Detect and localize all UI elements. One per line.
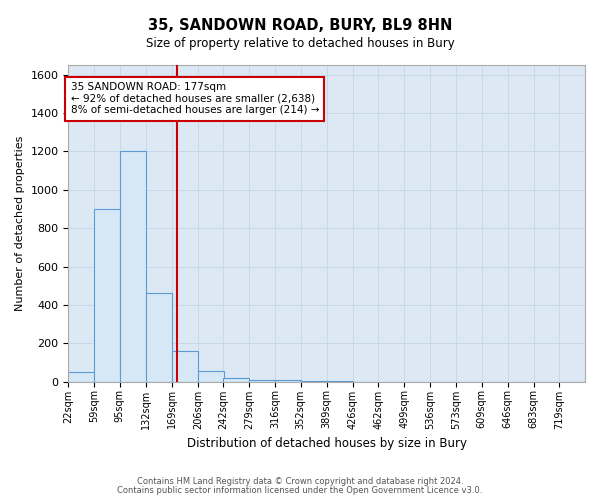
Text: 35 SANDOWN ROAD: 177sqm
← 92% of detached houses are smaller (2,638)
8% of semi-: 35 SANDOWN ROAD: 177sqm ← 92% of detache… xyxy=(71,82,319,116)
Text: Contains HM Land Registry data © Crown copyright and database right 2024.: Contains HM Land Registry data © Crown c… xyxy=(137,477,463,486)
Text: Size of property relative to detached houses in Bury: Size of property relative to detached ho… xyxy=(146,38,454,51)
Y-axis label: Number of detached properties: Number of detached properties xyxy=(15,136,25,311)
Bar xyxy=(223,378,249,382)
Bar xyxy=(146,294,172,382)
X-axis label: Distribution of detached houses by size in Bury: Distribution of detached houses by size … xyxy=(187,437,467,450)
Text: Contains public sector information licensed under the Open Government Licence v3: Contains public sector information licen… xyxy=(118,486,482,495)
Bar xyxy=(301,380,327,382)
Bar xyxy=(94,209,121,382)
Bar xyxy=(249,380,275,382)
Bar xyxy=(172,351,198,382)
Text: 35, SANDOWN ROAD, BURY, BL9 8HN: 35, SANDOWN ROAD, BURY, BL9 8HN xyxy=(148,18,452,32)
Bar xyxy=(275,380,301,382)
Bar xyxy=(68,372,94,382)
Bar xyxy=(120,152,146,382)
Bar xyxy=(327,380,353,382)
Bar xyxy=(198,371,224,382)
